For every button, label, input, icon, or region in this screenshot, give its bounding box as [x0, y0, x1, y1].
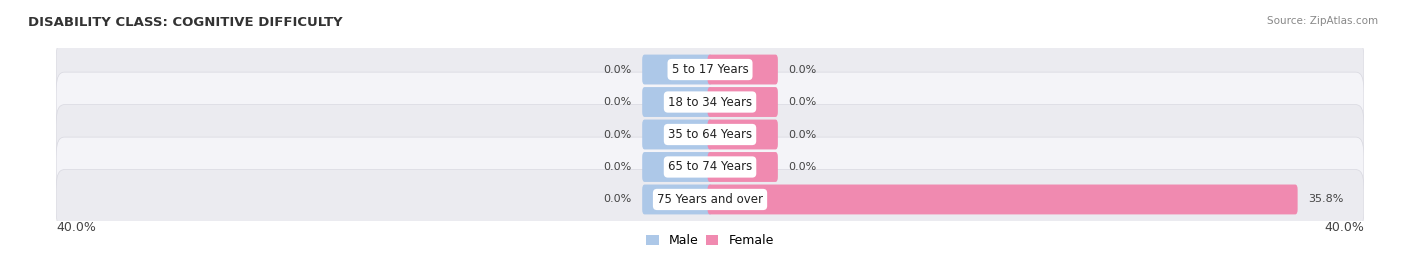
FancyBboxPatch shape	[643, 87, 713, 117]
FancyBboxPatch shape	[707, 87, 778, 117]
FancyBboxPatch shape	[707, 152, 778, 182]
FancyBboxPatch shape	[643, 119, 713, 150]
Text: 35.8%: 35.8%	[1308, 194, 1344, 204]
FancyBboxPatch shape	[707, 185, 1298, 214]
Text: 75 Years and over: 75 Years and over	[657, 193, 763, 206]
Text: 0.0%: 0.0%	[789, 65, 817, 75]
Text: 0.0%: 0.0%	[603, 162, 631, 172]
FancyBboxPatch shape	[643, 55, 713, 84]
FancyBboxPatch shape	[56, 40, 1364, 100]
Text: 0.0%: 0.0%	[603, 129, 631, 140]
Text: 0.0%: 0.0%	[603, 194, 631, 204]
Text: 40.0%: 40.0%	[1324, 221, 1364, 233]
Text: 0.0%: 0.0%	[789, 129, 817, 140]
Text: 0.0%: 0.0%	[603, 65, 631, 75]
Text: 35 to 64 Years: 35 to 64 Years	[668, 128, 752, 141]
FancyBboxPatch shape	[56, 72, 1364, 132]
Text: 65 to 74 Years: 65 to 74 Years	[668, 161, 752, 174]
FancyBboxPatch shape	[707, 119, 778, 150]
Text: 5 to 17 Years: 5 to 17 Years	[672, 63, 748, 76]
Text: Source: ZipAtlas.com: Source: ZipAtlas.com	[1267, 16, 1378, 26]
FancyBboxPatch shape	[707, 55, 778, 84]
FancyBboxPatch shape	[56, 169, 1364, 229]
Legend: Male, Female: Male, Female	[641, 229, 779, 252]
Text: 0.0%: 0.0%	[603, 97, 631, 107]
Text: DISABILITY CLASS: COGNITIVE DIFFICULTY: DISABILITY CLASS: COGNITIVE DIFFICULTY	[28, 16, 343, 29]
FancyBboxPatch shape	[643, 152, 713, 182]
Text: 18 to 34 Years: 18 to 34 Years	[668, 95, 752, 108]
FancyBboxPatch shape	[56, 137, 1364, 197]
FancyBboxPatch shape	[56, 105, 1364, 164]
FancyBboxPatch shape	[643, 185, 713, 214]
Text: 0.0%: 0.0%	[789, 162, 817, 172]
Text: 40.0%: 40.0%	[56, 221, 96, 233]
Text: 0.0%: 0.0%	[789, 97, 817, 107]
